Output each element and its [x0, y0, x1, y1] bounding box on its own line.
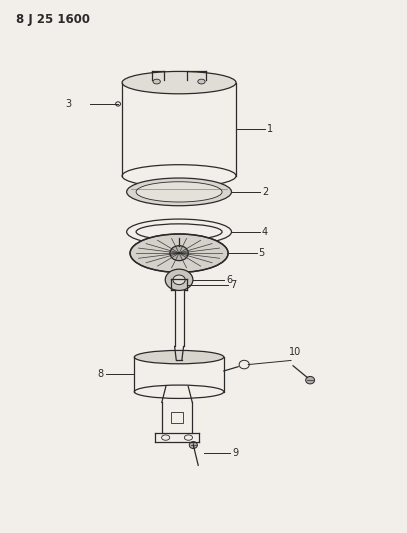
Text: 2: 2 — [262, 187, 268, 197]
Ellipse shape — [136, 182, 222, 202]
Text: 8: 8 — [98, 369, 104, 379]
Text: 1: 1 — [267, 124, 273, 134]
Ellipse shape — [127, 219, 232, 245]
Ellipse shape — [134, 385, 224, 399]
Ellipse shape — [306, 376, 315, 384]
Text: 4: 4 — [262, 227, 268, 237]
Bar — [171, 413, 183, 423]
Ellipse shape — [165, 269, 193, 290]
Text: 9: 9 — [232, 448, 238, 458]
Ellipse shape — [184, 435, 193, 440]
Text: 6: 6 — [226, 275, 232, 285]
Text: 3: 3 — [65, 99, 71, 109]
Ellipse shape — [122, 71, 236, 94]
Ellipse shape — [130, 234, 228, 272]
Ellipse shape — [134, 350, 224, 364]
Ellipse shape — [122, 165, 236, 187]
Ellipse shape — [136, 224, 222, 240]
Text: 5: 5 — [258, 248, 265, 258]
Text: 8 J 25 1600: 8 J 25 1600 — [16, 13, 90, 26]
Ellipse shape — [173, 275, 185, 285]
Ellipse shape — [116, 102, 120, 106]
Text: 10: 10 — [289, 348, 301, 358]
Ellipse shape — [239, 360, 249, 369]
Ellipse shape — [170, 246, 188, 261]
Ellipse shape — [162, 435, 170, 440]
Text: 7: 7 — [230, 280, 236, 289]
Ellipse shape — [198, 79, 205, 84]
Ellipse shape — [189, 441, 197, 449]
Ellipse shape — [127, 178, 232, 206]
Ellipse shape — [153, 79, 160, 84]
